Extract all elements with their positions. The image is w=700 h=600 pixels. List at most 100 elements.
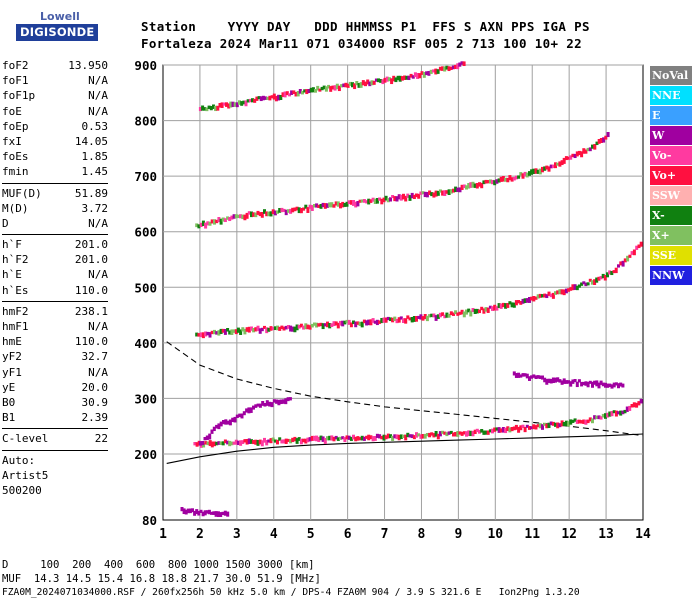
echo-mark [336, 437, 340, 441]
echo-mark [523, 298, 527, 304]
echo-mark [223, 218, 227, 223]
echo-mark [422, 72, 426, 78]
echo-mark [545, 378, 549, 385]
echo-mark [229, 101, 233, 108]
echo-mark [217, 330, 221, 336]
echo-mark [415, 432, 418, 438]
echo-mark [354, 436, 358, 442]
echo-mark [349, 200, 353, 205]
echo-mark [608, 270, 612, 275]
echo-mark [610, 271, 614, 276]
echo-mark [575, 285, 579, 291]
echo-mark [315, 322, 319, 328]
echo-mark [584, 381, 588, 386]
echo-mark [538, 375, 542, 379]
polarization-legend: NoVal NNE E W Vo- Vo+ SSW X- X+ SSE NNW [650, 66, 692, 286]
echo-mark [551, 292, 555, 299]
legend-entry: Vo- [650, 146, 692, 165]
echo-mark [383, 77, 387, 83]
echo-mark [215, 331, 219, 335]
echo-mark [451, 65, 455, 70]
echo-mark [273, 439, 277, 443]
echo-mark [599, 138, 603, 144]
echo-mark [404, 195, 408, 202]
echo-mark [275, 399, 279, 404]
echo-mark [268, 401, 272, 407]
echo-mark [201, 220, 205, 227]
echo-mark [295, 438, 299, 444]
echo-mark [495, 306, 499, 311]
echo-mark [541, 424, 544, 430]
echo-mark [206, 331, 210, 336]
echo-mark [204, 222, 208, 229]
echo-mark [488, 429, 492, 433]
echo-mark [584, 419, 588, 425]
echo-mark [254, 404, 258, 408]
echo-mark [347, 435, 351, 440]
echo-mark [528, 171, 531, 176]
echo-mark [608, 383, 612, 388]
echo-mark [345, 435, 349, 440]
echo-mark [575, 419, 579, 424]
echo-mark [480, 182, 484, 189]
echo-mark [369, 199, 373, 203]
y-tick-label: 700 [134, 169, 157, 184]
parameter-value: N/A [88, 365, 108, 379]
echo-mark [521, 373, 525, 377]
echo-mark [384, 195, 388, 201]
echo-mark [316, 85, 320, 91]
echo-mark [532, 296, 536, 302]
echo-mark [355, 81, 359, 86]
echo-mark [216, 511, 220, 518]
echo-mark [310, 205, 314, 211]
echo-mark [591, 381, 594, 388]
echo-mark [549, 421, 553, 426]
echo-mark [291, 326, 295, 332]
echo-mark [628, 254, 632, 258]
parameter-value: 32.7 [81, 350, 109, 364]
echo-mark [582, 148, 586, 154]
echo-mark [601, 273, 605, 279]
divider [2, 234, 108, 236]
echo-mark [384, 317, 388, 323]
echo-mark [389, 317, 392, 322]
x-tick-label: 1 [159, 527, 167, 542]
echo-mark [419, 314, 423, 320]
echo-mark [278, 326, 282, 331]
echo-mark [276, 210, 279, 214]
parameter-row: B0 30.9 [2, 395, 108, 410]
echo-mark [195, 442, 199, 447]
echo-mark [226, 511, 230, 517]
echo-mark [198, 107, 202, 112]
echo-mark [373, 436, 377, 441]
echo-mark [514, 373, 518, 378]
echo-mark [380, 198, 384, 205]
echo-mark [432, 313, 436, 318]
echo-mark [326, 321, 329, 328]
echo-mark [577, 419, 581, 424]
echo-mark [302, 325, 306, 330]
echo-mark [543, 293, 547, 298]
echo-mark [323, 438, 327, 444]
echo-mark [473, 429, 477, 434]
echo-mark [230, 329, 234, 335]
echo-mark [412, 435, 416, 440]
echo-mark [597, 139, 601, 144]
echo-mark [309, 87, 313, 93]
echo-mark [562, 289, 566, 296]
echo-mark [506, 303, 510, 308]
echo-mark [323, 203, 327, 209]
parameter-row: h`Es 110.0 [2, 283, 108, 298]
echo-mark [265, 327, 269, 334]
parameter-label: B0 [2, 395, 16, 409]
parameter-label: fmin [2, 165, 29, 179]
echo-mark [230, 215, 234, 220]
parameter-value: 30.9 [81, 395, 109, 409]
echo-mark [532, 168, 536, 175]
echo-mark [588, 380, 592, 384]
echo-mark [368, 81, 372, 87]
echo-mark [327, 84, 331, 89]
echo-mark [475, 183, 479, 189]
echo-mark [228, 217, 232, 222]
x-tick-label: 5 [307, 527, 315, 542]
